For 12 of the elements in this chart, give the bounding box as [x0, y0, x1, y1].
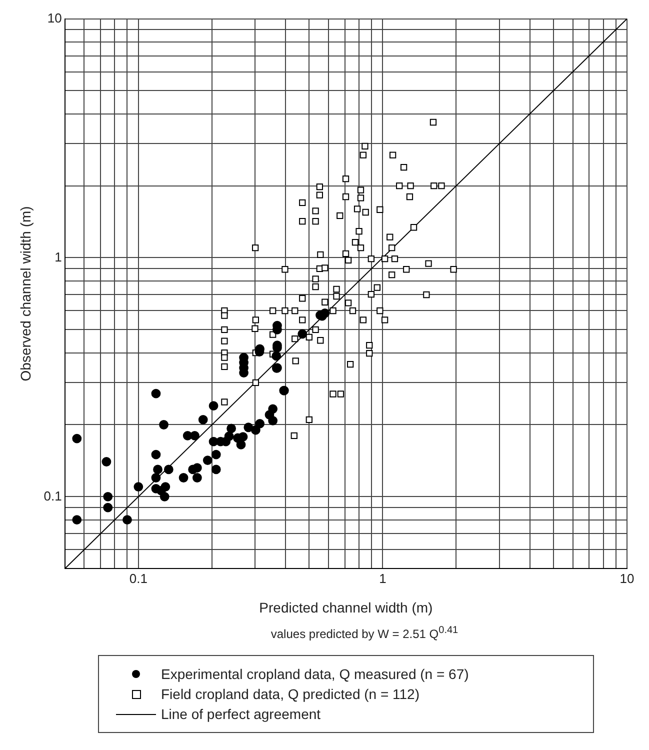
- y-axis-title: Observed channel width (m): [17, 206, 34, 382]
- y-tick-label: 1: [54, 249, 62, 264]
- x-axis-title: Predicted channel width (m): [259, 599, 433, 616]
- x-tick-label: 10: [620, 570, 634, 586]
- text: values predicted by W = 2.51 Q$^{0.41}$: [270, 625, 460, 641]
- legend-label: Field cropland data, Q predicted (n = 112): [161, 685, 420, 704]
- y-tick-label: 10: [47, 10, 62, 26]
- y-tick-label: 0.1: [44, 488, 62, 504]
- x-tick-label: 1: [379, 570, 386, 586]
- x-tick-label: 0.1: [129, 570, 148, 586]
- legend-label: Experimental cropland data, Q measured (n = 67): [161, 665, 469, 684]
- legend-label: Line of perfect agreement: [161, 705, 321, 724]
